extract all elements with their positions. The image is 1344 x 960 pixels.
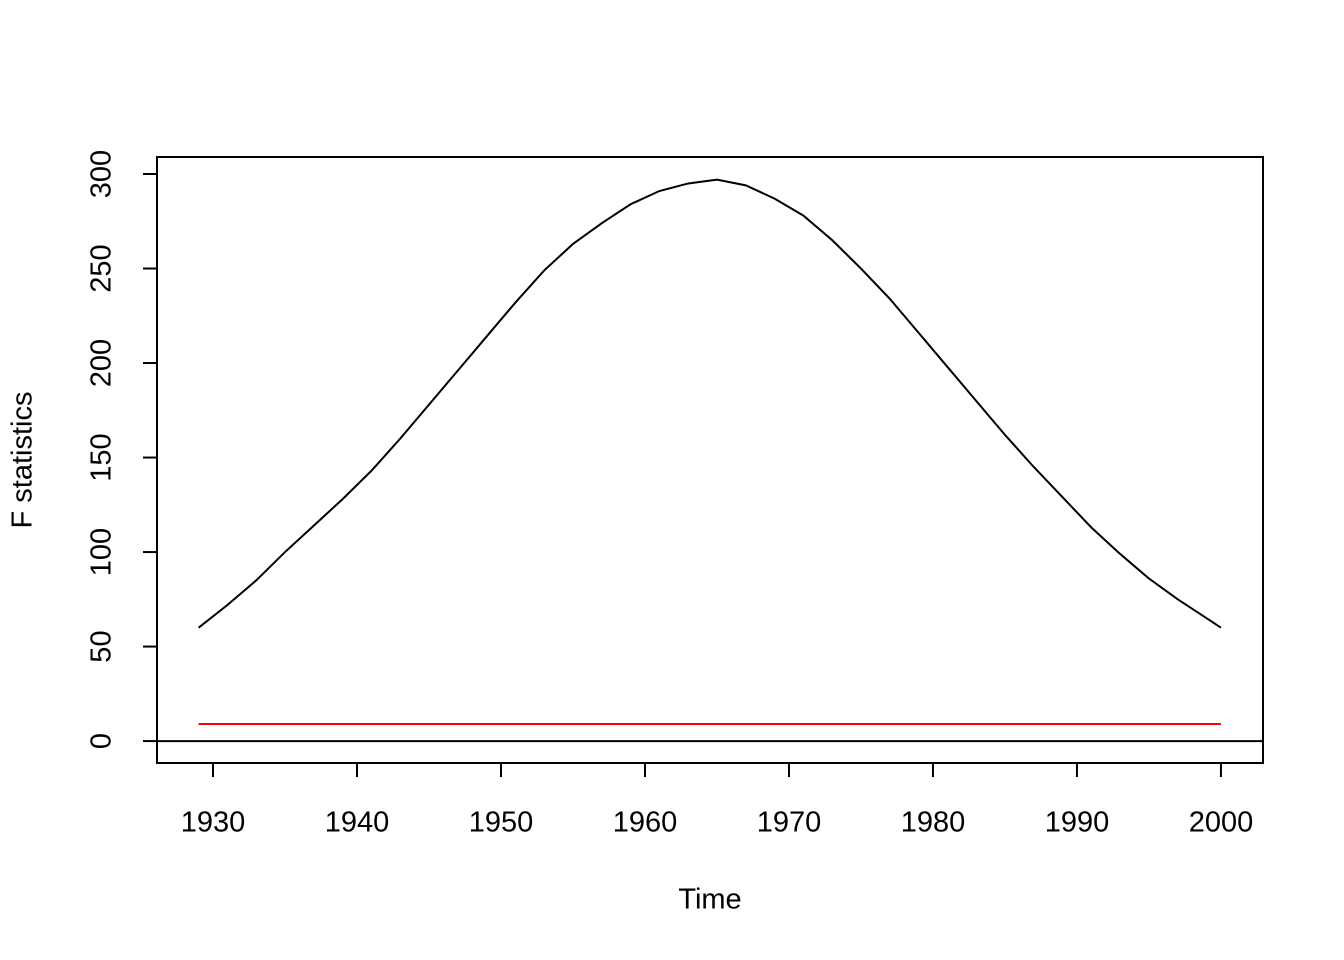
y-tick-label: 300	[86, 150, 118, 198]
x-tick-label: 1980	[901, 807, 966, 839]
y-tick-label: 200	[86, 339, 118, 387]
x-tick-label: 1930	[181, 807, 246, 839]
y-tick-label: 100	[86, 528, 118, 576]
x-tick-label: 2000	[1189, 807, 1254, 839]
y-tick-label: 250	[86, 244, 118, 292]
x-tick-label: 1960	[613, 807, 678, 839]
plot-frame	[156, 156, 1264, 764]
x-tick-label: 1990	[1045, 807, 1110, 839]
series-line	[197, 178, 1222, 629]
y-axis-label: F statistics	[7, 392, 39, 529]
y-tick-label: 150	[86, 433, 118, 481]
x-tick-label: 1970	[757, 807, 822, 839]
x-tick-label: 1940	[325, 807, 390, 839]
y-tick-label: 50	[86, 630, 118, 662]
x-tick-label: 1950	[469, 807, 534, 839]
x-axis-label: Time	[678, 884, 741, 916]
y-tick-label: 0	[86, 733, 118, 749]
